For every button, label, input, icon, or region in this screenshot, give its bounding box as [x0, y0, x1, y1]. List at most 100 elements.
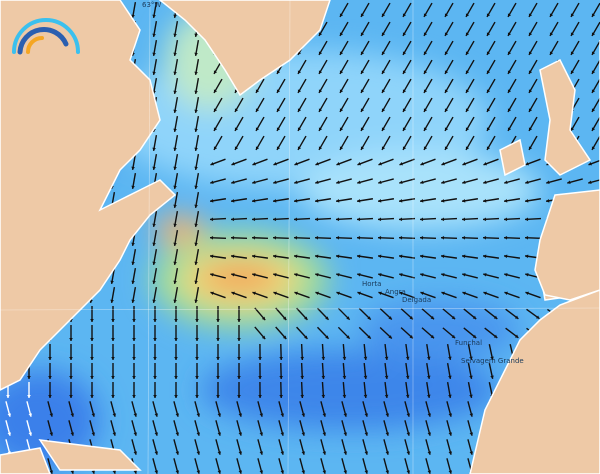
swell-arrow-head	[339, 89, 344, 93]
swell-arrow-head	[339, 32, 344, 36]
swell-arrow-head	[237, 357, 241, 360]
swell-arrow-head	[591, 108, 596, 112]
ireland	[499, 138, 526, 177]
swell-arrow-head	[234, 108, 239, 112]
swell-arrow-head	[90, 357, 94, 360]
swell-arrow-head	[297, 127, 302, 131]
swell-arrow-head	[252, 199, 256, 203]
swell-arrow-head	[405, 356, 410, 360]
swell-arrow-head	[405, 394, 410, 398]
swell-arrow-head	[514, 315, 519, 319]
swell-arrow-head	[315, 254, 319, 259]
swell-arrow-head	[152, 223, 156, 227]
swell-arrow-head	[261, 335, 266, 340]
swell-arrow-head	[462, 254, 466, 259]
swell-arrow-head	[588, 162, 592, 166]
swell-arrow-head	[423, 51, 428, 55]
swell-arrow-head	[525, 162, 529, 166]
swell-arrow-head	[364, 451, 369, 455]
swell-arrow-head	[154, 432, 159, 436]
swell-arrow-head	[444, 70, 449, 74]
swell-arrow-head	[194, 33, 198, 37]
swell-arrow-head	[405, 375, 410, 379]
swell-arrow-head	[273, 254, 277, 259]
swell-arrow-head	[441, 273, 445, 277]
swell-arrow-head	[546, 199, 550, 203]
swell-arrow-head	[430, 315, 435, 320]
swell-arrow-head	[152, 71, 156, 75]
swell-arrow-head	[154, 451, 159, 455]
swell-arrow-head	[133, 413, 138, 417]
africa	[469, 289, 600, 474]
swell-arrow-head	[441, 180, 445, 185]
swell-arrow-head	[441, 291, 445, 296]
swell-arrow-head	[69, 338, 73, 341]
swell-arrow-head	[154, 470, 159, 474]
swell-arrow-head	[173, 261, 177, 265]
swell-arrow-head	[360, 51, 365, 55]
swell-arrow-head	[259, 451, 264, 455]
swell-arrow-head	[195, 357, 199, 360]
swell-arrow-head	[318, 146, 323, 150]
swell-arrow-head	[427, 470, 432, 474]
swell-arrow-head	[441, 235, 445, 240]
swell-arrow-head	[339, 146, 344, 150]
swell-arrow-head	[504, 273, 508, 277]
swell-arrow-head	[133, 451, 138, 455]
swell-arrow-head	[294, 217, 298, 222]
swell-arrow-head	[343, 470, 348, 474]
swell-arrow-head	[399, 254, 403, 259]
swell-arrow-head	[357, 162, 361, 166]
swell-arrow-head	[315, 162, 319, 166]
swell-arrow-head	[48, 357, 52, 360]
swell-arrow-head	[591, 70, 596, 74]
swell-arrow-head	[381, 89, 386, 93]
swell-arrow-head	[111, 319, 115, 322]
swell-arrow-head	[210, 199, 214, 203]
swell-arrow-head	[322, 413, 327, 417]
swell-arrow-head	[399, 291, 403, 296]
swell-arrow-head	[570, 70, 575, 74]
swell-arrow-head	[234, 146, 239, 150]
swell-arrow-head	[465, 89, 470, 93]
swell-arrow-head	[216, 376, 220, 379]
swell-arrow-head	[111, 338, 115, 341]
swell-arrow-head	[357, 291, 361, 296]
swell-arrow-head	[423, 108, 428, 112]
swell-arrow-head	[381, 127, 386, 131]
swell-arrow-head	[173, 223, 177, 227]
swell-arrow-head	[528, 13, 533, 17]
swell-arrow-head	[336, 291, 340, 296]
swell-arrow-head	[378, 254, 382, 259]
swell-arrow-head	[301, 413, 306, 417]
swell-arrow-head	[465, 70, 470, 74]
swell-arrow-head	[273, 235, 277, 240]
swell-arrow-head	[336, 217, 340, 222]
swell-arrow-head	[210, 273, 214, 277]
swell-arrow-head	[321, 375, 326, 379]
swell-arrow-head	[131, 185, 135, 189]
swell-arrow-head	[486, 70, 491, 74]
wave-height-field	[0, 10, 540, 470]
swell-arrow-head	[48, 376, 52, 379]
swell-arrow-head	[231, 180, 235, 185]
swell-arrow-head	[318, 89, 323, 93]
swell-arrow-head	[216, 338, 220, 341]
swell-arrow-head	[483, 180, 487, 185]
swell-arrow-head	[173, 33, 177, 37]
swell-arrow-head	[153, 395, 157, 398]
swell-arrow-head	[231, 217, 235, 222]
swell-arrow-head	[426, 375, 431, 379]
swell-arrow-head	[423, 13, 428, 17]
wave-logo	[12, 18, 80, 55]
north-america	[0, 0, 177, 391]
swell-arrow-head	[483, 235, 487, 240]
swell-arrow-head	[213, 127, 218, 131]
swell-arrow-head	[173, 71, 177, 75]
swell-arrow-head	[336, 199, 340, 203]
swell-arrow-head	[420, 273, 424, 277]
swell-arrow-head	[343, 451, 348, 455]
